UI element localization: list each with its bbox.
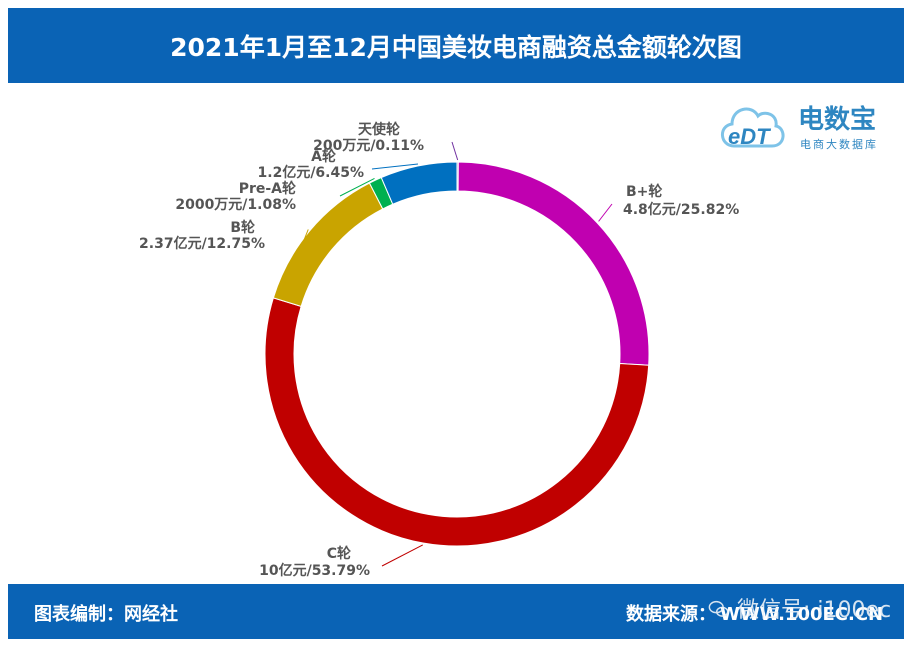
- slice-A轮: [380, 161, 458, 205]
- cloud-icon: [721, 107, 785, 148]
- leader-B轮: [303, 229, 309, 241]
- slice-label-value: 200万元/0.11%: [313, 138, 424, 154]
- wechat-icon: [708, 600, 729, 617]
- leader-Pre-A轮: [339, 177, 375, 197]
- watermark-text: 微信号: i100ec: [737, 598, 892, 623]
- footer-bar: 图表编制：网经社 数据来源： WWW.100EC.CN: [8, 584, 904, 639]
- slice-label-value: 2000万元/1.08%: [175, 197, 296, 213]
- chart-editor: 图表编制：网经社: [34, 604, 178, 625]
- slice-C轮: [264, 297, 650, 547]
- slice-label-name: 天使轮: [358, 121, 400, 138]
- slice-label-name: C轮: [327, 545, 351, 562]
- slice-label-name: B+轮: [626, 183, 662, 200]
- wechat-watermark: 微信号: i100ec: [708, 592, 891, 624]
- data-source: 数据来源： WWW.100EC.CN: [626, 600, 883, 626]
- data-source-label: 数据来源：: [626, 604, 716, 625]
- slice-label-name: B轮: [230, 219, 255, 236]
- slice-label-value: 1.2亿元/6.45%: [258, 164, 364, 181]
- leader-天使轮: [451, 141, 459, 161]
- logo-brand: 电数宝: [798, 104, 876, 135]
- data-source-value: WWW.100EC.CN: [720, 604, 884, 625]
- chart-title-bar: 2021年1月至12月中国美妆电商融资总金额轮次图: [8, 8, 904, 83]
- slice-label-name: Pre-A轮: [239, 180, 296, 197]
- logo-mark: eDT: [728, 124, 771, 149]
- logo-sub: 电商大数据库: [800, 137, 878, 151]
- slice-B+轮: [457, 161, 650, 366]
- slice-label-value: 10亿元/53.79%: [259, 562, 370, 579]
- leader-C轮: [381, 544, 423, 567]
- slice-label-value: 2.37亿元/12.75%: [139, 235, 265, 252]
- chart-title: 2021年1月至12月中国美妆电商融资总金额轮次图: [170, 32, 742, 62]
- slice-label-name: A轮: [311, 148, 336, 165]
- leader-A轮: [371, 163, 419, 170]
- edt-logo: eDT 电数宝 电商大数据库: [721, 104, 878, 151]
- slice-label-value: 4.8亿元/25.82%: [623, 201, 739, 218]
- leader-B+轮: [598, 203, 613, 222]
